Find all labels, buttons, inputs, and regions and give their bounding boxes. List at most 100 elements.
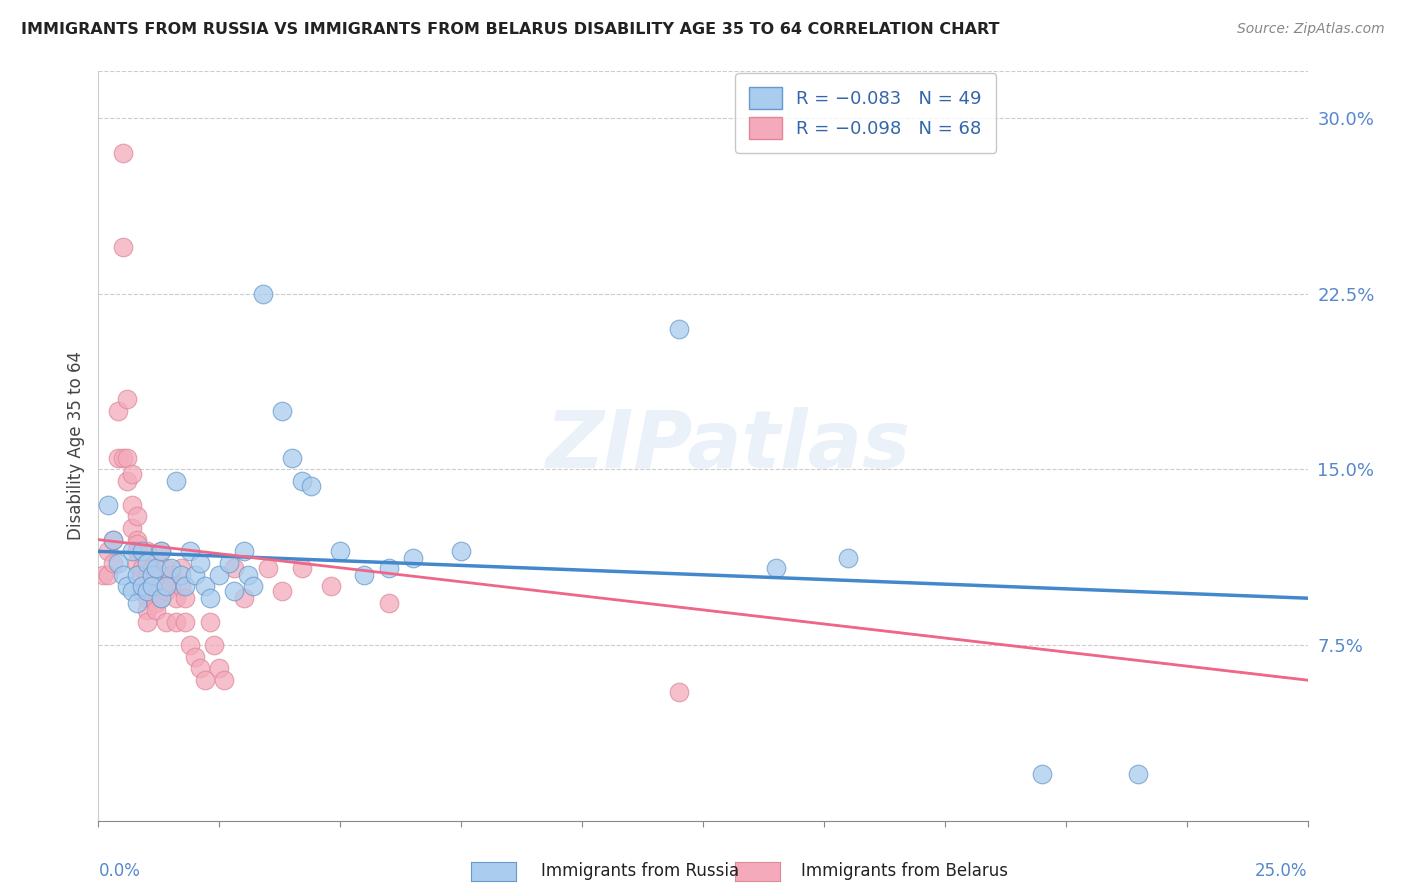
Point — [145, 603, 167, 617]
Point — [188, 556, 211, 570]
Point — [145, 561, 167, 575]
Point — [271, 404, 294, 418]
Point — [121, 498, 143, 512]
Point — [131, 584, 153, 599]
Point — [141, 567, 163, 582]
Point — [135, 544, 157, 558]
Point — [668, 685, 690, 699]
Point — [290, 474, 312, 488]
Point — [97, 544, 120, 558]
Point — [165, 615, 187, 629]
Point — [222, 584, 245, 599]
Point — [135, 567, 157, 582]
Point — [165, 591, 187, 606]
Point — [127, 556, 149, 570]
Point — [155, 615, 177, 629]
Point — [127, 596, 149, 610]
Point — [111, 240, 134, 254]
Legend: R = −0.083   N = 49, R = −0.098   N = 68: R = −0.083 N = 49, R = −0.098 N = 68 — [735, 73, 997, 153]
Point — [145, 596, 167, 610]
Point — [111, 450, 134, 465]
Point — [127, 537, 149, 551]
Point — [121, 521, 143, 535]
Point — [232, 591, 254, 606]
Point — [198, 591, 221, 606]
Point — [135, 584, 157, 599]
Point — [837, 551, 859, 566]
Point — [117, 580, 139, 594]
Point — [107, 556, 129, 570]
Point — [160, 561, 183, 575]
Point — [188, 661, 211, 675]
Point — [232, 544, 254, 558]
Point — [150, 580, 173, 594]
Text: IMMIGRANTS FROM RUSSIA VS IMMIGRANTS FROM BELARUS DISABILITY AGE 35 TO 64 CORREL: IMMIGRANTS FROM RUSSIA VS IMMIGRANTS FRO… — [21, 22, 1000, 37]
Point — [127, 533, 149, 547]
Point — [121, 584, 143, 599]
Y-axis label: Disability Age 35 to 64: Disability Age 35 to 64 — [66, 351, 84, 541]
Point — [204, 638, 226, 652]
Point — [668, 322, 690, 336]
Point — [131, 567, 153, 582]
Point — [194, 580, 217, 594]
Point — [252, 286, 274, 301]
Point — [353, 567, 375, 582]
Point — [111, 567, 134, 582]
Point — [131, 544, 153, 558]
Point — [107, 404, 129, 418]
Point — [101, 533, 124, 547]
Point — [377, 561, 399, 575]
Point — [150, 544, 173, 558]
Point — [1128, 767, 1150, 781]
Point — [107, 450, 129, 465]
Point — [402, 551, 425, 566]
Point — [184, 649, 207, 664]
Point — [242, 580, 264, 594]
Point — [117, 474, 139, 488]
Point — [131, 561, 153, 575]
Point — [238, 567, 260, 582]
Point — [135, 556, 157, 570]
Point — [121, 544, 143, 558]
Point — [131, 580, 153, 594]
Point — [155, 580, 177, 594]
Point — [174, 580, 197, 594]
Point — [131, 580, 153, 594]
Point — [299, 479, 322, 493]
Text: 0.0%: 0.0% — [98, 862, 141, 880]
Point — [160, 580, 183, 594]
Point — [127, 544, 149, 558]
Point — [117, 392, 139, 407]
Point — [271, 584, 294, 599]
Point — [174, 591, 197, 606]
Point — [290, 561, 312, 575]
Point — [169, 561, 191, 575]
Point — [101, 533, 124, 547]
Point — [281, 450, 304, 465]
Point — [135, 615, 157, 629]
Point — [127, 567, 149, 582]
Point — [179, 544, 201, 558]
Point — [155, 584, 177, 599]
Point — [179, 638, 201, 652]
Text: Immigrants from Russia: Immigrants from Russia — [541, 863, 740, 880]
Text: 25.0%: 25.0% — [1256, 862, 1308, 880]
Point — [97, 567, 120, 582]
Point — [150, 544, 173, 558]
Point — [212, 673, 235, 688]
Point — [91, 567, 114, 582]
Point — [222, 561, 245, 575]
Point — [194, 673, 217, 688]
Point — [150, 591, 173, 606]
Point — [117, 450, 139, 465]
Point — [1031, 767, 1053, 781]
Point — [319, 580, 342, 594]
Point — [135, 580, 157, 594]
Point — [160, 567, 183, 582]
Point — [377, 596, 399, 610]
Point — [169, 567, 191, 582]
Point — [169, 580, 191, 594]
Point — [135, 603, 157, 617]
Text: Source: ZipAtlas.com: Source: ZipAtlas.com — [1237, 22, 1385, 37]
Point — [97, 498, 120, 512]
